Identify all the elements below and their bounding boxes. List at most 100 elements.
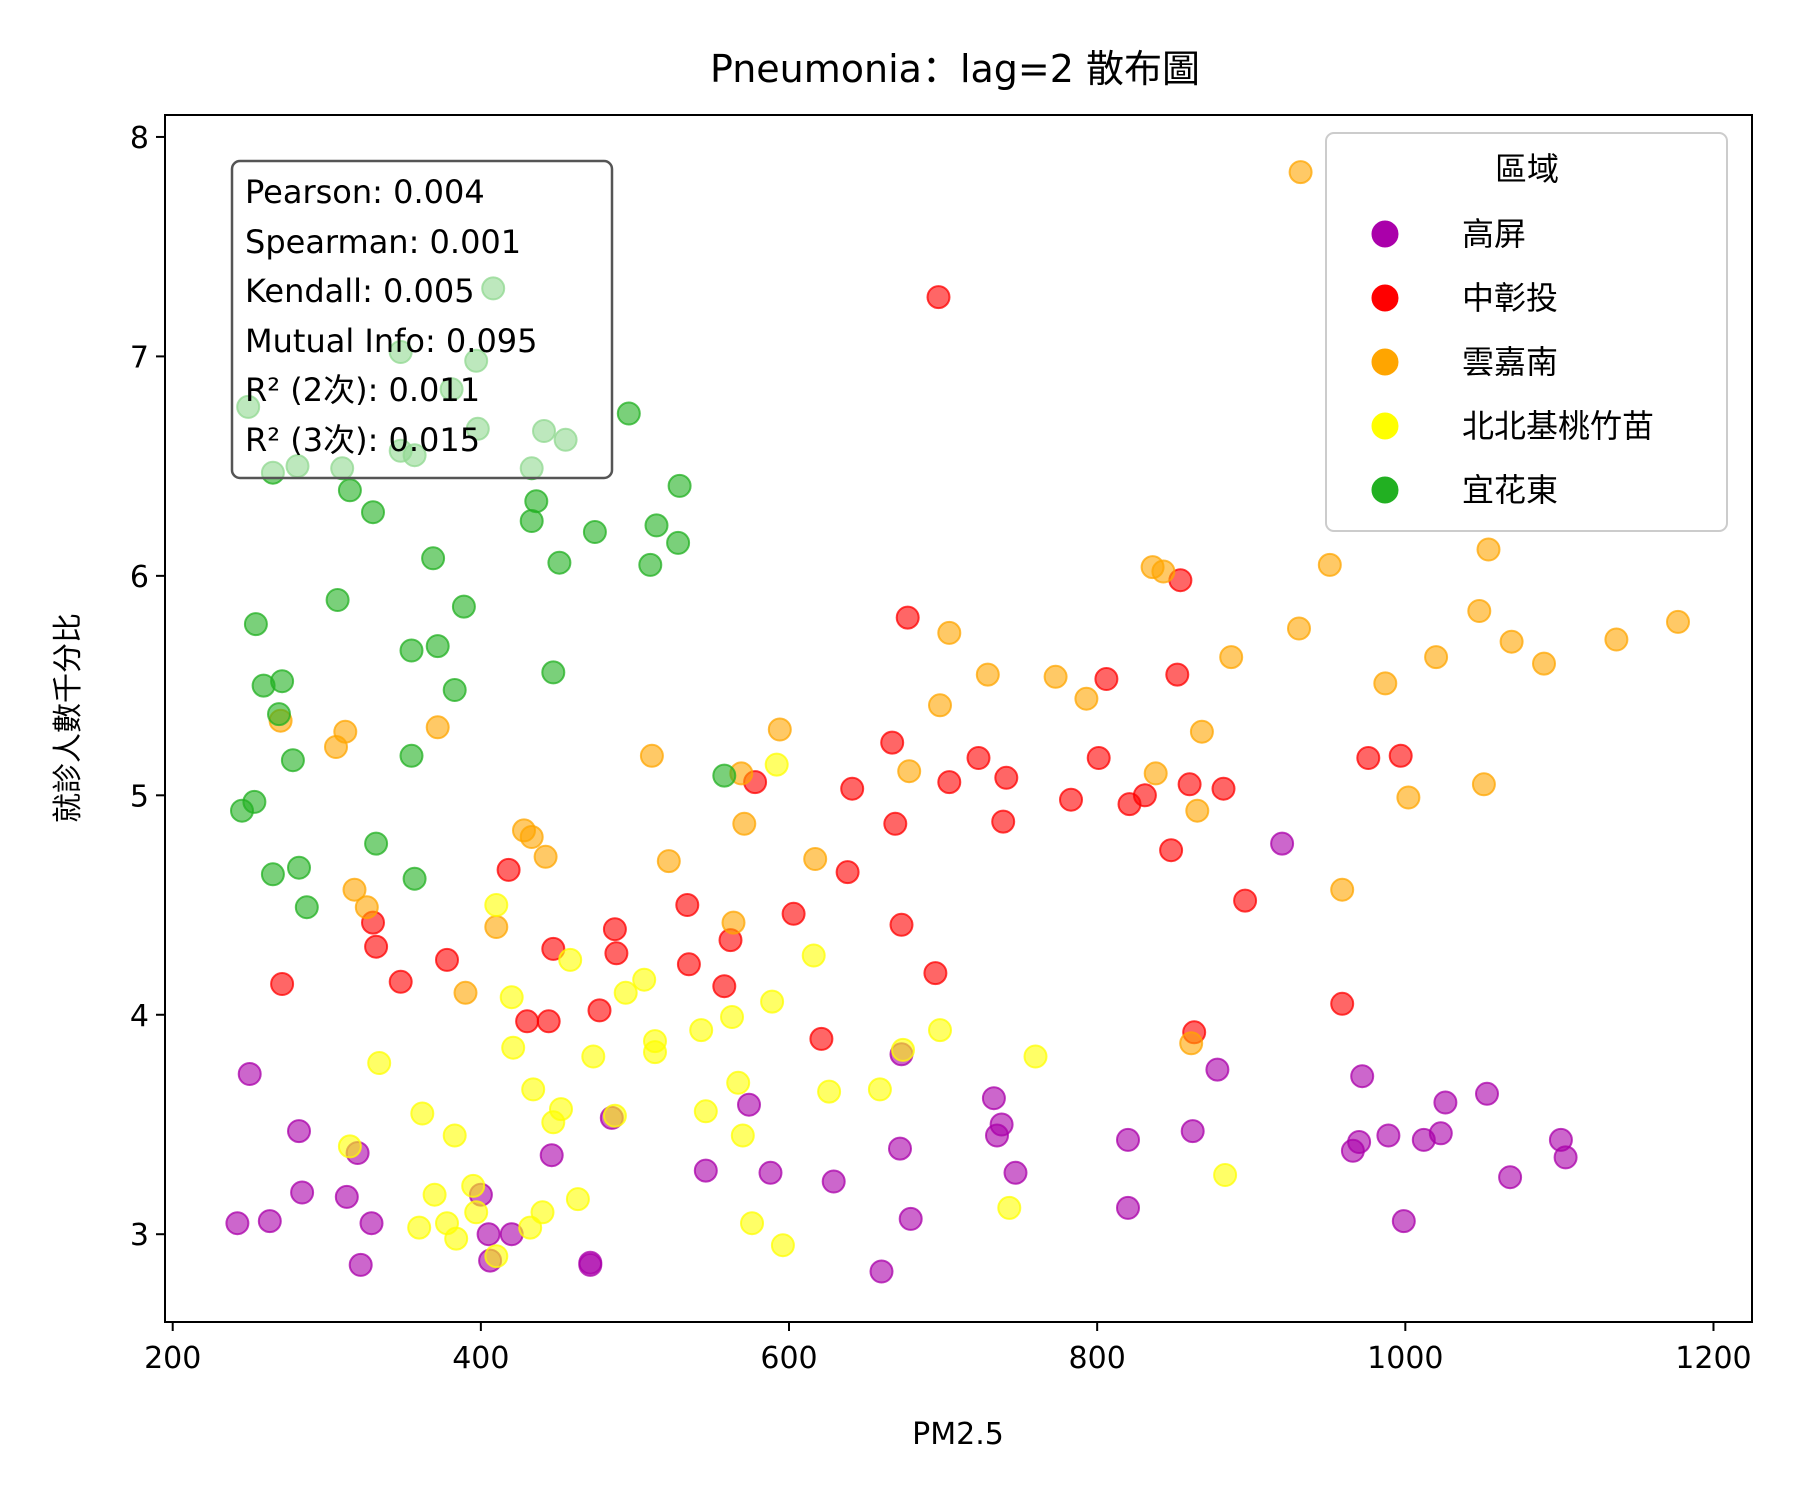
data-point — [1330, 991, 1355, 1016]
data-point — [399, 638, 424, 663]
x-axis: 200 400 600 800 1000 1200 — [144, 1322, 1752, 1376]
data-point — [1003, 1160, 1028, 1185]
data-point — [667, 473, 692, 498]
data-point — [484, 1244, 509, 1269]
data-point — [675, 893, 700, 917]
data-point — [334, 1184, 359, 1209]
legend-item: 高屏 — [1371, 215, 1526, 253]
stats-pearson: Pearson: 0.004 — [245, 173, 485, 211]
data-point — [1433, 1090, 1458, 1115]
data-point — [821, 1169, 846, 1194]
plot-frame — [164, 114, 1753, 1323]
data-point — [425, 715, 450, 740]
data-point — [1219, 645, 1244, 670]
data-point — [499, 985, 524, 1010]
legend-label: 北北基桃竹苗 — [1462, 407, 1654, 445]
y-tick-label: 4 — [130, 999, 149, 1034]
data-point — [565, 1187, 590, 1212]
data-point — [1287, 616, 1311, 641]
legend-label: 中彰投 — [1462, 279, 1558, 317]
legend-item: 宜花東 — [1371, 471, 1558, 509]
data-point — [781, 901, 806, 926]
data-point — [1475, 1081, 1499, 1106]
y-tick-label: 5 — [130, 779, 149, 814]
data-point — [476, 1222, 501, 1247]
stats-spearman: Spearman: 0.001 — [245, 223, 521, 261]
data-point — [533, 844, 558, 869]
data-point — [402, 866, 427, 891]
data-point — [1094, 667, 1119, 691]
data-point — [425, 634, 450, 659]
data-point — [1116, 1127, 1140, 1152]
data-point — [1428, 1121, 1453, 1146]
data-point — [1177, 772, 1202, 797]
data-point — [1350, 1064, 1375, 1089]
data-point — [464, 1200, 489, 1225]
data-point — [1424, 645, 1449, 670]
data-point — [721, 910, 746, 935]
x-tick-label: 200 — [144, 1341, 201, 1376]
data-point — [515, 1009, 540, 1034]
data-point — [290, 1180, 315, 1205]
data-point — [638, 552, 663, 577]
data-point — [997, 1195, 1022, 1220]
data-point — [337, 1134, 362, 1159]
x-tick-label: 1200 — [1675, 1341, 1751, 1376]
legend-item: 北北基桃竹苗 — [1371, 407, 1654, 445]
data-point — [966, 746, 991, 770]
data-point — [1043, 664, 1068, 689]
data-point — [442, 678, 467, 702]
data-point — [897, 759, 922, 784]
data-point — [354, 895, 379, 920]
data-point — [541, 660, 566, 685]
legend-marker — [1371, 220, 1399, 248]
data-point — [348, 1252, 373, 1277]
data-point — [1288, 160, 1313, 185]
data-point — [1604, 627, 1629, 652]
legend-label: 雲嘉南 — [1462, 343, 1558, 381]
data-point — [1059, 787, 1083, 812]
data-point — [991, 809, 1016, 834]
data-point — [989, 1112, 1014, 1137]
data-point — [1151, 559, 1176, 584]
x-tick-label: 1000 — [1367, 1341, 1443, 1376]
data-point — [260, 862, 285, 887]
data-point — [867, 1077, 892, 1102]
data-point — [484, 893, 509, 917]
data-point — [539, 1143, 564, 1168]
data-point — [280, 748, 305, 773]
data-point — [1143, 761, 1168, 786]
data-point — [1205, 1057, 1230, 1082]
data-point — [496, 857, 521, 882]
data-point — [632, 967, 657, 992]
data-point — [1330, 877, 1355, 902]
data-point — [1185, 798, 1210, 823]
data-point — [1396, 785, 1421, 810]
data-point — [337, 478, 362, 503]
legend-title: 區域 — [1495, 150, 1559, 188]
data-point — [1553, 1145, 1578, 1170]
data-point — [1132, 783, 1157, 808]
stats-mutual-info: Mutual Info: 0.095 — [245, 322, 538, 360]
data-point — [237, 1062, 262, 1086]
chart-title: Pneumonia：lag=2 散布圖 — [710, 47, 1200, 91]
data-point — [923, 961, 948, 986]
data-point — [1086, 746, 1111, 770]
data-point — [643, 1040, 667, 1065]
data-point — [1180, 1119, 1205, 1144]
data-point — [1476, 537, 1501, 562]
x-axis-label: PM2.5 — [912, 1417, 1004, 1452]
legend-label: 宜花東 — [1462, 471, 1558, 509]
data-point — [547, 550, 572, 575]
data-point — [1213, 1163, 1238, 1187]
data-point — [1159, 838, 1184, 863]
data-point — [880, 730, 905, 755]
data-point — [1165, 662, 1190, 687]
data-point — [549, 1097, 573, 1122]
data-point — [1356, 746, 1381, 770]
data-point — [726, 1070, 751, 1095]
data-point — [895, 605, 920, 630]
x-tick-label: 600 — [760, 1341, 817, 1376]
data-point — [898, 1206, 923, 1231]
data-point — [1317, 552, 1342, 577]
